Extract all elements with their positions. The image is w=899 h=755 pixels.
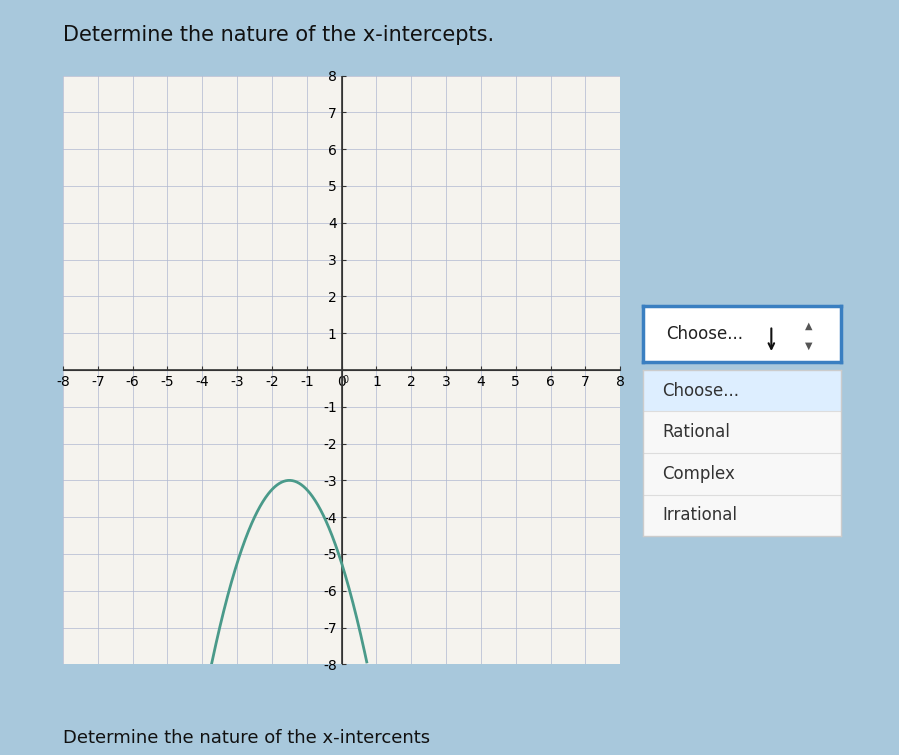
Text: ▼: ▼ xyxy=(806,341,813,350)
Text: Determine the nature of the x-intercents: Determine the nature of the x-intercents xyxy=(63,729,430,747)
Text: Choose...: Choose... xyxy=(663,382,740,399)
Text: 0: 0 xyxy=(343,374,349,385)
Text: Determine the nature of the x-intercepts.: Determine the nature of the x-intercepts… xyxy=(63,26,494,45)
Text: Irrational: Irrational xyxy=(663,507,737,524)
Text: Complex: Complex xyxy=(663,465,735,482)
Text: ▲: ▲ xyxy=(806,321,813,331)
Text: Choose...: Choose... xyxy=(666,325,743,343)
FancyBboxPatch shape xyxy=(643,370,841,411)
Text: Rational: Rational xyxy=(663,424,731,441)
